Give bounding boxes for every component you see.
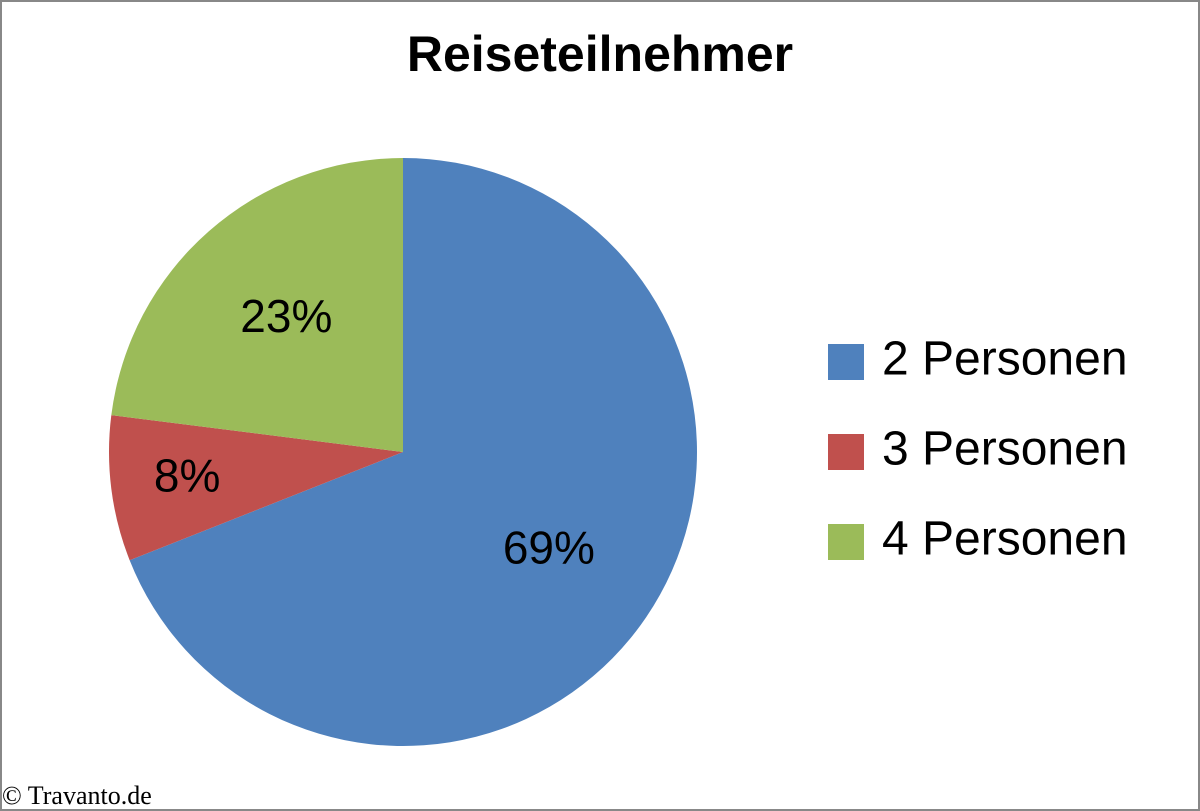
slice-label: 69%: [503, 521, 595, 573]
legend-swatch: [828, 434, 864, 470]
slice-label: 23%: [240, 290, 332, 342]
pie-slice: [129, 158, 698, 746]
pie-slice: [111, 158, 404, 452]
legend-label: 3 Personen: [882, 423, 1128, 476]
source-credit: © Travanto.de: [2, 781, 152, 810]
legend-label: 2 Personen: [882, 333, 1128, 386]
slice-label: 8%: [154, 449, 220, 501]
chart-title: Reiseteilnehmer: [407, 26, 793, 82]
legend-label: 4 Personen: [882, 513, 1128, 566]
legend-swatch: [828, 344, 864, 380]
pie-slice: [108, 415, 403, 561]
legend-swatch: [828, 524, 864, 560]
